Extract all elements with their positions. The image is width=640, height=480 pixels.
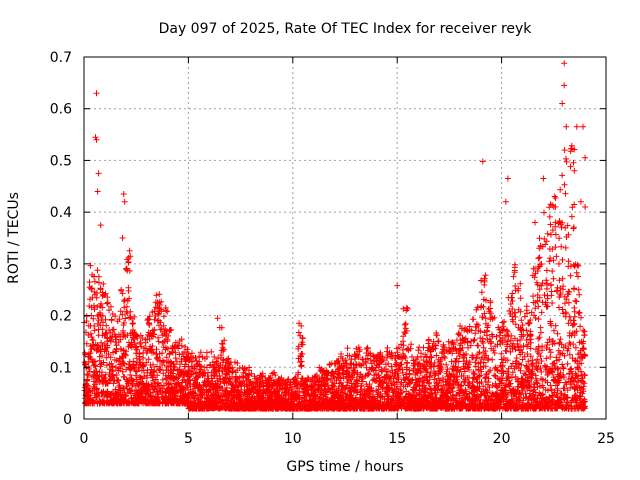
y-tick-label: 0.3 [50,257,72,273]
y-tick-label: 0 [63,412,72,428]
chart-title: Day 097 of 2025, Rate Of TEC Index for r… [159,21,533,37]
plot-frame [83,56,607,420]
x-tick-label: 25 [597,431,615,447]
y-tick-label: 0.2 [50,309,72,325]
x-tick-label: 0 [80,431,89,447]
axes: 0 0.1 0.2 0.3 0.4 0.5 0.6 0.7 0 5 10 15 20 25 [50,50,615,447]
y-axis-label: ROTI / TECUs [6,192,22,284]
y-tick-label: 0.1 [50,360,72,376]
y-tick-label: 0.6 [50,102,72,118]
x-tick-label: 5 [184,431,193,447]
x-tick-label: 20 [493,431,511,447]
x-axis-label: GPS time / hours [286,459,403,475]
x-tick-label: 10 [284,431,302,447]
y-tick-label: 0.4 [50,205,72,221]
y-tick-label: 0.5 [50,153,72,169]
x-tick-label: 15 [388,431,406,447]
y-tick-label: 0.7 [50,50,72,66]
data-point [81,60,589,412]
data-points [81,60,589,412]
